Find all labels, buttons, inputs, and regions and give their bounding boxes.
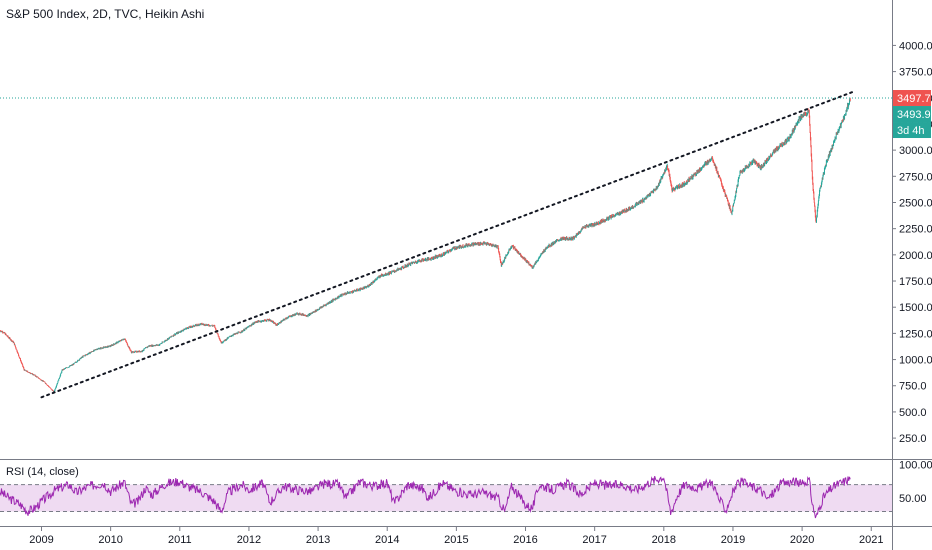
price-tick-label: 3000.0 [899,145,932,157]
close-price-label-bg [893,106,931,123]
price-tick-label: 2250.0 [899,224,932,236]
price-tick-label: 1750.0 [899,276,932,288]
price-tick-label: 3750.0 [899,67,932,79]
countdown-label-bg [893,122,931,139]
trendline [40,90,855,399]
rsi-band [0,484,892,512]
price-tick-label: 1500.0 [899,302,932,314]
rsi-pane[interactable] [0,475,892,519]
last-price-label-bg [893,90,931,107]
chart-title: S&P 500 Index, 2D, TVC, Heikin Ashi [6,7,205,21]
time-tick-label: 2013 [306,534,330,546]
time-tick-label: 2019 [721,534,745,546]
rsi-tick-label: 100.00 [899,459,932,471]
time-tick-label: 2009 [29,534,53,546]
price-tick-label: 500.0 [899,407,927,419]
price-tick-label: 1000.0 [899,355,932,367]
rsi-tick-label: 50.00 [899,493,927,505]
rsi-label: RSI (14, close) [6,466,79,478]
close-price-label: 3493.9 [897,109,931,121]
price-tick-label: 750.0 [899,381,927,393]
time-tick-label: 2015 [444,534,468,546]
price-tick-label: 2750.0 [899,171,932,183]
time-tick-label: 2020 [790,534,814,546]
time-tick-label: 2014 [375,534,399,546]
price-series [0,97,851,393]
time-tick-label: 2017 [582,534,606,546]
last-price-label: 3497.7 [897,93,931,105]
time-tick-label: 2011 [168,534,192,546]
price-tick-label: 250.0 [899,433,927,445]
time-tick-label: 2010 [98,534,122,546]
price-tick-label: 4000.0 [899,40,932,52]
rsi-line [0,475,851,519]
price-tick-label: 1250.0 [899,328,932,340]
time-tick-label: 2018 [652,534,676,546]
price-pane[interactable] [0,90,892,399]
time-tick-label: 2021 [859,534,883,546]
price-tick-label: 2500.0 [899,197,932,209]
time-tick-label: 2012 [237,534,261,546]
countdown-label: 3d 4h [897,125,925,137]
time-tick-label: 2016 [513,534,537,546]
price-tick-label: 2000.0 [899,250,932,262]
